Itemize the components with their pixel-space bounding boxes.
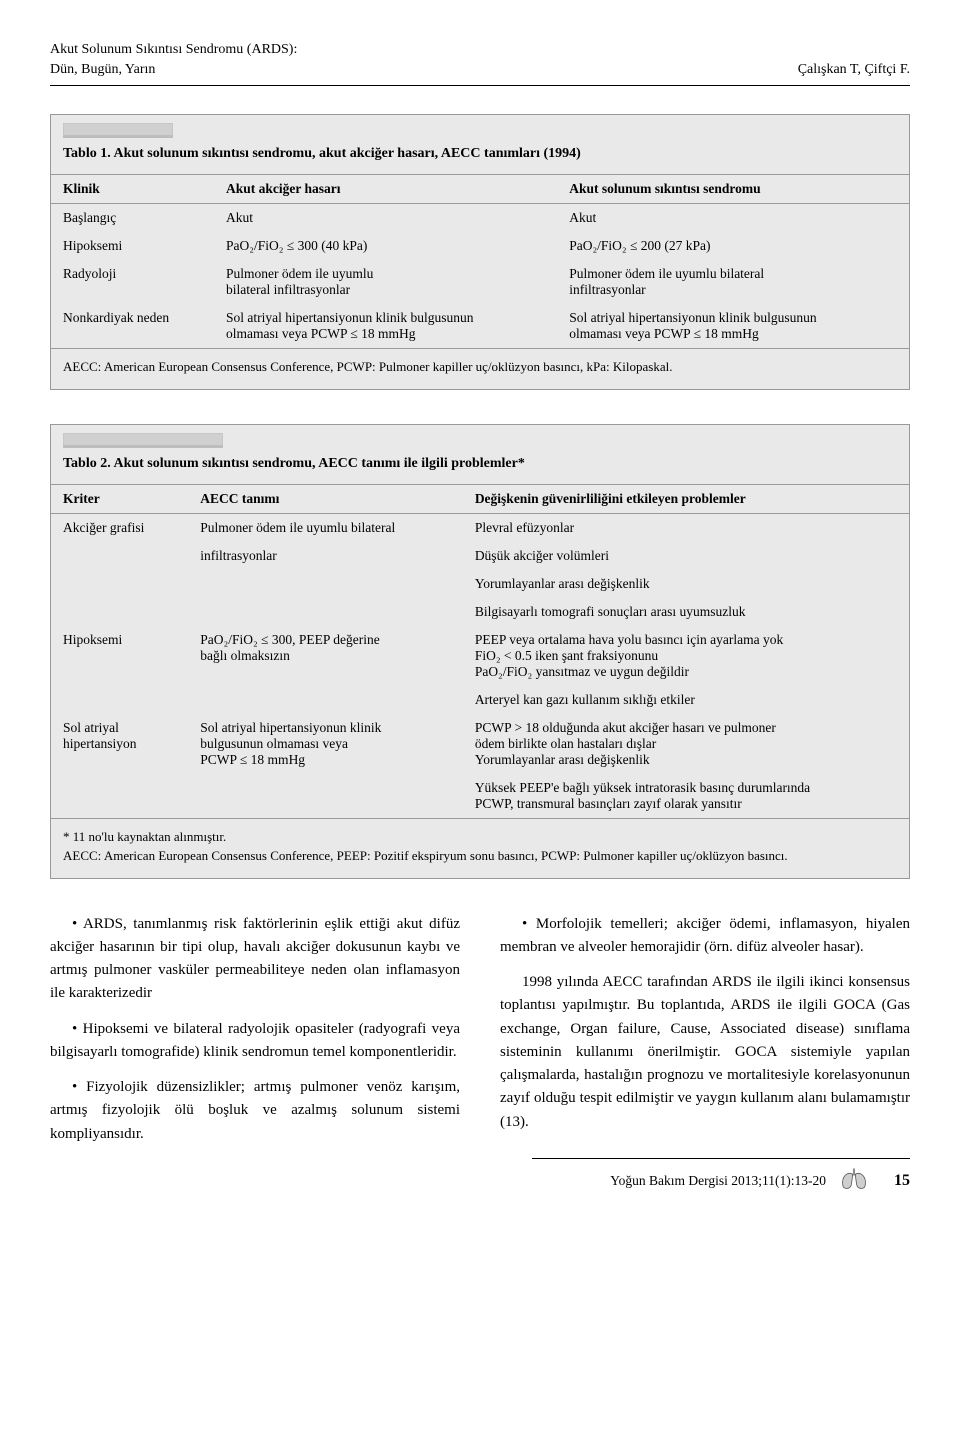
table-cell: Sol atriyalhipertansiyon xyxy=(51,714,188,774)
table-cell xyxy=(51,686,188,714)
table-2-footnote-star: * 11 no'lu kaynaktan alınmıştır. xyxy=(63,827,897,847)
table-1-header-cell: Akut akciğer hasarı xyxy=(214,175,557,204)
table-2-header-cell: Kriter xyxy=(51,484,188,513)
table-cell: PEEP veya ortalama hava yolu basıncı içi… xyxy=(463,626,909,686)
table-cell: PaO₂/FiO₂ ≤ 200 (27 kPa) xyxy=(557,232,909,260)
table-cell: Pulmoner ödem ile uyumlu bilateral xyxy=(188,513,463,542)
table-row: Akciğer grafisi Pulmoner ödem ile uyumlu… xyxy=(51,513,909,542)
table-title-tab xyxy=(63,123,173,138)
body-paragraph: • Morfolojik temelleri; akciğer ödemi, i… xyxy=(500,913,910,960)
table-1-header-row: Klinik Akut akciğer hasarı Akut solunum … xyxy=(51,175,909,204)
table-1-footnote: AECC: American European Consensus Confer… xyxy=(51,349,909,389)
page-footer: Yoğun Bakım Dergisi 2013;11(1):13-20 15 xyxy=(50,1158,910,1196)
table-cell xyxy=(188,570,463,598)
table-cell: Sol atriyal hipertansiyonun klinikbulgus… xyxy=(188,714,463,774)
table-cell: Düşük akciğer volümleri xyxy=(463,542,909,570)
table-cell: PCWP > 18 olduğunda akut akciğer hasarı … xyxy=(463,714,909,774)
table-cell xyxy=(188,774,463,819)
table-row: Sol atriyalhipertansiyon Sol atriyal hip… xyxy=(51,714,909,774)
table-cell: infiltrasyonlar xyxy=(188,542,463,570)
footer-citation: Yoğun Bakım Dergisi 2013;11(1):13-20 xyxy=(610,1173,826,1189)
table-cell: Akciğer grafisi xyxy=(51,513,188,542)
body-column-right: • Morfolojik temelleri; akciğer ödemi, i… xyxy=(500,913,910,1158)
table-cell: Pulmoner ödem ile uyumlu bilateralinfilt… xyxy=(557,260,909,304)
body-paragraph: • Hipoksemi ve bilateral radyolojik opas… xyxy=(50,1018,460,1065)
page-header: Akut Solunum Sıkıntısı Sendromu (ARDS): … xyxy=(50,40,910,86)
table-1: Tablo 1. Akut solunum sıkıntısı sendromu… xyxy=(50,114,910,390)
table-2-title: Tablo 2. Akut solunum sıkıntısı sendromu… xyxy=(51,448,909,484)
table-cell: Hipoksemi xyxy=(51,232,214,260)
body-paragraph: 1998 yılında AECC tarafından ARDS ile il… xyxy=(500,971,910,1134)
table-cell: Pulmoner ödem ile uyumlubilateral infilt… xyxy=(214,260,557,304)
body-columns: • ARDS, tanımlanmış risk faktörlerinin e… xyxy=(50,913,910,1158)
table-cell xyxy=(188,598,463,626)
table-title-tab xyxy=(63,433,223,448)
table-1-header-cell: Klinik xyxy=(51,175,214,204)
table-row: Yorumlayanlar arası değişkenlik xyxy=(51,570,909,598)
table-2-footnote: * 11 no'lu kaynaktan alınmıştır. AECC: A… xyxy=(51,819,909,878)
header-title: Akut Solunum Sıkıntısı Sendromu (ARDS): … xyxy=(50,40,297,79)
table-2-header-cell: AECC tanımı xyxy=(188,484,463,513)
table-row: Hipoksemi PaO₂/FiO₂ ≤ 300 (40 kPa) PaO₂/… xyxy=(51,232,909,260)
table-row: Arteryel kan gazı kullanım sıklığı etkil… xyxy=(51,686,909,714)
table-1-header-cell: Akut solunum sıkıntısı sendromu xyxy=(557,175,909,204)
table-cell xyxy=(51,570,188,598)
table-cell: Yorumlayanlar arası değişkenlik xyxy=(463,570,909,598)
table-row: infiltrasyonlar Düşük akciğer volümleri xyxy=(51,542,909,570)
table-cell: Akut xyxy=(557,204,909,233)
table-row: Hipoksemi PaO₂/FiO₂ ≤ 300, PEEP değerine… xyxy=(51,626,909,686)
table-2-footnote-abbr: AECC: American European Consensus Confer… xyxy=(63,846,897,866)
body-column-left: • ARDS, tanımlanmış risk faktörlerinin e… xyxy=(50,913,460,1158)
table-cell: PaO₂/FiO₂ ≤ 300, PEEP değerinebağlı olma… xyxy=(188,626,463,686)
table-2-header-row: Kriter AECC tanımı Değişkenin güvenirlil… xyxy=(51,484,909,513)
table-cell xyxy=(51,542,188,570)
header-title-line2: Dün, Bugün, Yarın xyxy=(50,60,297,80)
table-2-header-cell: Değişkenin güvenirliliğini etkileyen pro… xyxy=(463,484,909,513)
lungs-icon xyxy=(840,1167,868,1196)
table-row: Bilgisayarlı tomografi sonuçları arası u… xyxy=(51,598,909,626)
table-cell: Nonkardiyak neden xyxy=(51,304,214,349)
table-cell: Akut xyxy=(214,204,557,233)
table-cell: Başlangıç xyxy=(51,204,214,233)
table-cell xyxy=(188,686,463,714)
table-cell: PaO₂/FiO₂ ≤ 300 (40 kPa) xyxy=(214,232,557,260)
table-row: Nonkardiyak neden Sol atriyal hipertansi… xyxy=(51,304,909,349)
table-cell: Hipoksemi xyxy=(51,626,188,686)
table-row: Radyoloji Pulmoner ödem ile uyumlubilate… xyxy=(51,260,909,304)
table-cell: Bilgisayarlı tomografi sonuçları arası u… xyxy=(463,598,909,626)
table-cell: Sol atriyal hipertansiyonun klinik bulgu… xyxy=(214,304,557,349)
body-paragraph: • ARDS, tanımlanmış risk faktörlerinin e… xyxy=(50,913,460,1006)
page-number: 15 xyxy=(882,1172,910,1190)
table-row: Yüksek PEEP'e bağlı yüksek intratorasik … xyxy=(51,774,909,819)
table-cell xyxy=(51,774,188,819)
table-2: Tablo 2. Akut solunum sıkıntısı sendromu… xyxy=(50,424,910,879)
table-cell: Yüksek PEEP'e bağlı yüksek intratorasik … xyxy=(463,774,909,819)
table-cell: Sol atriyal hipertansiyonun klinik bulgu… xyxy=(557,304,909,349)
header-authors: Çalışkan T, Çiftçi F. xyxy=(798,60,910,80)
body-paragraph: • Fizyolojik düzensizlikler; artmış pulm… xyxy=(50,1076,460,1146)
header-title-line1: Akut Solunum Sıkıntısı Sendromu (ARDS): xyxy=(50,40,297,60)
table-cell xyxy=(51,598,188,626)
table-row: Başlangıç Akut Akut xyxy=(51,204,909,233)
table-cell: Plevral efüzyonlar xyxy=(463,513,909,542)
table-cell: Radyoloji xyxy=(51,260,214,304)
table-1-title: Tablo 1. Akut solunum sıkıntısı sendromu… xyxy=(51,138,909,174)
table-cell: Arteryel kan gazı kullanım sıklığı etkil… xyxy=(463,686,909,714)
